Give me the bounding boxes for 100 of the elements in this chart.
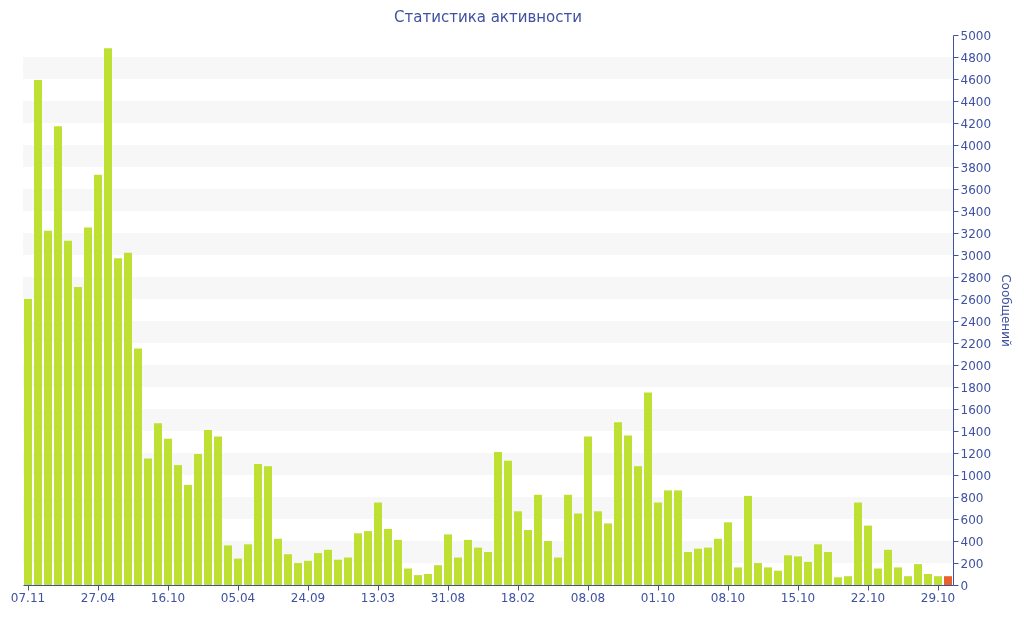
x-tick-label: 13.03 — [360, 590, 396, 605]
bar — [194, 454, 202, 585]
bar — [514, 511, 522, 585]
x-tick-label: 18.02 — [500, 590, 536, 605]
y-tick-label: 2400 — [960, 314, 992, 329]
y-tick-label: 2200 — [960, 336, 992, 351]
bar — [24, 299, 32, 585]
bar — [944, 576, 952, 585]
bar — [694, 548, 702, 585]
bar — [644, 392, 652, 585]
bar — [244, 544, 252, 585]
bar — [304, 560, 312, 585]
bar — [174, 465, 182, 585]
bar — [734, 567, 742, 585]
bar — [534, 494, 542, 585]
bar — [54, 126, 62, 585]
bar — [854, 502, 862, 585]
bar — [264, 466, 272, 585]
bar — [584, 436, 592, 585]
bar — [914, 564, 922, 585]
y-tick-label: 5000 — [960, 28, 992, 43]
bar — [684, 552, 692, 585]
bar — [774, 570, 782, 585]
bar — [504, 460, 512, 585]
bar — [894, 567, 902, 585]
x-tick-label: 05.04 — [220, 590, 256, 605]
x-tick-label: 16.10 — [150, 590, 186, 605]
y-tick-label: 2000 — [960, 358, 992, 373]
bar — [284, 554, 292, 585]
y-tick-label: 800 — [960, 490, 984, 505]
y-tick-label: 4000 — [960, 138, 992, 153]
y-tick-label: 4600 — [960, 72, 992, 87]
bar — [744, 495, 752, 585]
y-tick-label: 3600 — [960, 182, 992, 197]
y-tick-label: 3800 — [960, 160, 992, 175]
bar — [454, 557, 462, 585]
y-tick-label: 200 — [960, 556, 984, 571]
bar — [64, 240, 72, 585]
bar — [794, 556, 802, 585]
bar — [594, 511, 602, 585]
y-tick-label: 3000 — [960, 248, 992, 263]
bar — [764, 567, 772, 585]
x-tick-label: 31.08 — [430, 590, 466, 605]
y-tick-label: 1400 — [960, 424, 992, 439]
chart-title: Статистика активности — [394, 8, 582, 26]
bar — [294, 563, 302, 585]
bar — [654, 502, 662, 585]
bar — [144, 458, 152, 585]
bar — [214, 436, 222, 585]
y-axis-title: Сообщений — [999, 274, 1014, 347]
bar — [394, 539, 402, 585]
bar — [924, 574, 932, 585]
bar — [704, 547, 712, 585]
bar — [84, 227, 92, 585]
bar — [934, 576, 942, 585]
bar — [634, 466, 642, 585]
x-tick-label: 08.08 — [570, 590, 606, 605]
bar — [494, 451, 502, 585]
bar — [554, 557, 562, 585]
bar — [414, 575, 422, 585]
x-tick-label: 22.10 — [850, 590, 886, 605]
bar — [164, 438, 172, 585]
bar — [124, 252, 132, 585]
bar — [724, 522, 732, 585]
y-tick-label: 1200 — [960, 446, 992, 461]
x-tick-label: 24.09 — [290, 590, 326, 605]
bar — [864, 525, 872, 585]
bar — [624, 435, 632, 585]
bar — [314, 553, 322, 585]
bar — [904, 576, 912, 585]
bar — [544, 541, 552, 585]
bar — [254, 464, 262, 585]
bar — [614, 422, 622, 585]
bar — [714, 538, 722, 585]
bar — [354, 533, 362, 585]
bar — [664, 490, 672, 585]
bar — [574, 513, 582, 585]
bar — [274, 538, 282, 585]
bar — [444, 534, 452, 585]
bar — [834, 577, 842, 585]
bar — [814, 544, 822, 585]
bar — [424, 574, 432, 585]
bar — [844, 576, 852, 585]
bar — [34, 80, 42, 585]
bar — [674, 490, 682, 585]
x-tick-label: 27.04 — [80, 590, 116, 605]
bar — [234, 558, 242, 585]
bar — [404, 568, 412, 585]
bar — [344, 557, 352, 585]
bar — [134, 348, 142, 585]
y-tick-label: 2800 — [960, 270, 992, 285]
x-tick-label: 15.10 — [780, 590, 816, 605]
bar — [604, 523, 612, 585]
y-tick-label: 2600 — [960, 292, 992, 307]
y-tick-label: 1000 — [960, 468, 992, 483]
y-tick-label: 600 — [960, 512, 984, 527]
x-tick-label: 01.10 — [640, 590, 676, 605]
bar — [44, 230, 52, 585]
y-tick-label: 4200 — [960, 116, 992, 131]
bar — [334, 559, 342, 585]
